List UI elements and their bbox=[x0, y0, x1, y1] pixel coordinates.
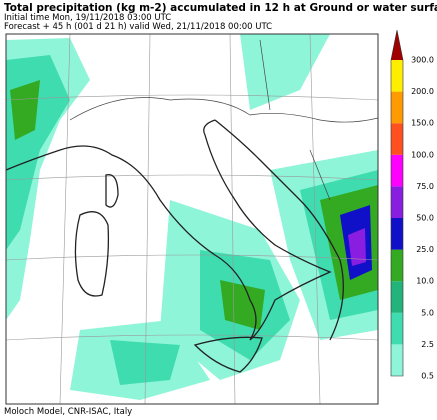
map bbox=[5, 33, 379, 405]
footer: Moloch Model, CNR-ISAC, Italy bbox=[4, 407, 132, 417]
colorbar-label: 100.0 bbox=[411, 150, 434, 159]
colorbar-segment bbox=[391, 60, 403, 92]
borders bbox=[69, 39, 378, 201]
colorbar-label: 10.0 bbox=[416, 277, 434, 286]
initial-time: Initial time Mon, 19/11/2018 03:00 UTC bbox=[4, 13, 171, 23]
colorbar-segment bbox=[391, 344, 403, 376]
forecast-time: Forecast + 45 h (001 d 21 h) valid Wed, … bbox=[4, 22, 272, 32]
colorbar-extension bbox=[391, 30, 403, 60]
colorbar-label: 5.0 bbox=[421, 308, 434, 317]
precip-extreme bbox=[348, 228, 366, 266]
map-content bbox=[6, 34, 378, 404]
colorbar-segment bbox=[391, 312, 403, 345]
colorbar-label: 2.5 bbox=[421, 340, 434, 349]
colorbar-segment bbox=[391, 123, 403, 155]
colorbar-label: 75.0 bbox=[416, 182, 434, 191]
map-frame bbox=[5, 33, 379, 405]
graticule bbox=[6, 34, 378, 404]
colorbar-label: 25.0 bbox=[416, 245, 434, 254]
colorbar-segment bbox=[391, 249, 403, 282]
colorbar-label: 150.0 bbox=[411, 119, 434, 128]
colorbar-label: 0.5 bbox=[421, 372, 434, 381]
colorbar-segment bbox=[391, 154, 403, 187]
colorbar-label: 50.0 bbox=[416, 214, 434, 223]
coastlines bbox=[6, 119, 344, 373]
colorbar-segment bbox=[391, 218, 403, 250]
title: Total precipitation (kg m-2) accumulated… bbox=[4, 2, 437, 14]
colorbar-segment bbox=[391, 186, 403, 218]
colorbar-label: 200.0 bbox=[411, 87, 434, 96]
colorbar-segment bbox=[391, 91, 403, 124]
colorbar-label: 300.0 bbox=[411, 56, 434, 65]
colorbar: 0.5 2.5 5.0 10.0 25.0 50.0 75.0 100.0 150.0 200.0… bbox=[390, 29, 434, 381]
colorbar-segment bbox=[391, 281, 403, 313]
colorbar-outline bbox=[390, 29, 404, 377]
